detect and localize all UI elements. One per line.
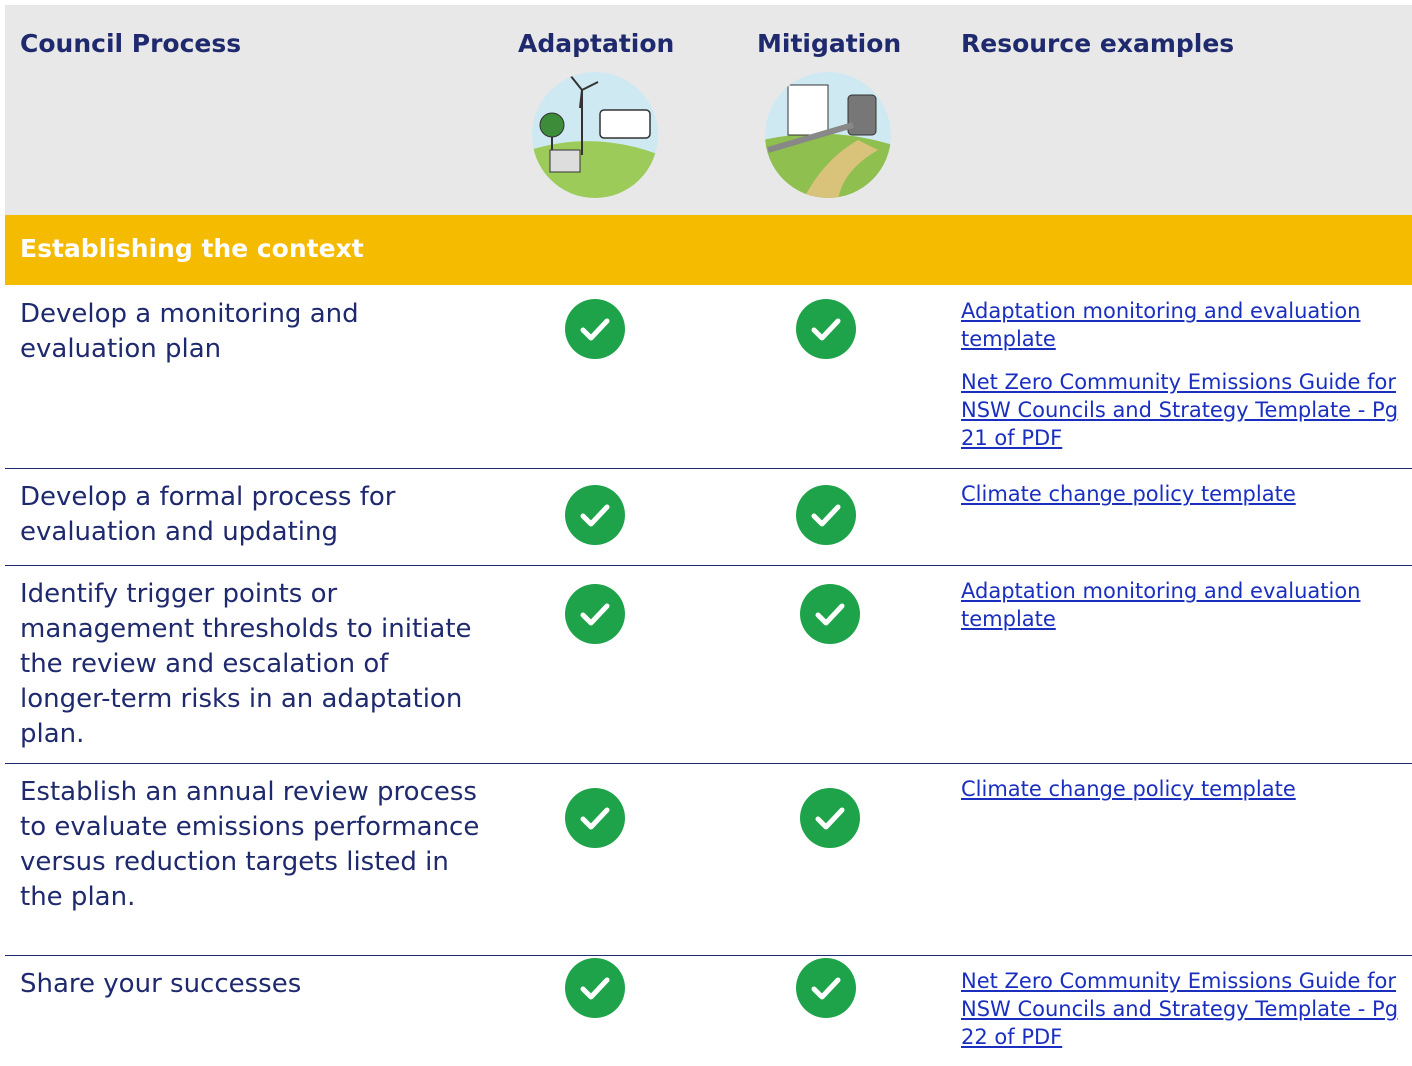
check-icon [564, 298, 626, 360]
mitigation-illustration [763, 70, 893, 200]
resource-link[interactable]: Climate change policy template [961, 480, 1401, 508]
process-text: Establish an annual review process to ev… [20, 775, 480, 915]
table-header: Council Process Adaptation Mitigation Re… [5, 5, 1412, 215]
check-icon [799, 787, 861, 849]
adaptation-illustration [530, 70, 660, 200]
check-icon [795, 298, 857, 360]
process-text: Share your successes [20, 967, 480, 1002]
resource-list: Adaptation monitoring and evaluation tem… [961, 297, 1401, 467]
resource-link[interactable]: Adaptation monitoring and evaluation tem… [961, 577, 1401, 633]
column-header: Resource examples [961, 29, 1234, 58]
check-icon [799, 583, 861, 645]
row-separator [5, 955, 1412, 956]
check-icon [564, 484, 626, 546]
process-text: Develop a monitoring and evaluation plan [20, 297, 480, 367]
section-band: Establishing the context [5, 215, 1412, 285]
resource-link[interactable]: Net Zero Community Emissions Guide for N… [961, 368, 1401, 452]
check-icon [795, 484, 857, 546]
column-header: Adaptation [518, 29, 674, 58]
row-separator [5, 763, 1412, 764]
resource-link[interactable]: Adaptation monitoring and evaluation tem… [961, 297, 1401, 353]
page: {"header": {"columns": ["Council Process… [0, 0, 1412, 1051]
resource-link[interactable]: Net Zero Community Emissions Guide for N… [961, 967, 1401, 1051]
section-title: Establishing the context [20, 234, 364, 263]
row-separator [5, 565, 1412, 566]
process-text: Develop a formal process for evaluation … [20, 480, 480, 550]
process-text: Identify trigger points or management th… [20, 577, 480, 752]
resource-list: Climate change policy template [961, 480, 1401, 523]
resource-list: Climate change policy template [961, 775, 1401, 818]
row-separator [5, 468, 1412, 469]
resource-list: Net Zero Community Emissions Guide for N… [961, 967, 1401, 1066]
check-icon [564, 583, 626, 645]
check-icon [795, 957, 857, 1019]
check-icon [564, 957, 626, 1019]
column-header: Mitigation [757, 29, 901, 58]
check-icon [564, 787, 626, 849]
resource-link[interactable]: Climate change policy template [961, 775, 1401, 803]
column-header: Council Process [20, 29, 241, 58]
resource-list: Adaptation monitoring and evaluation tem… [961, 577, 1401, 648]
